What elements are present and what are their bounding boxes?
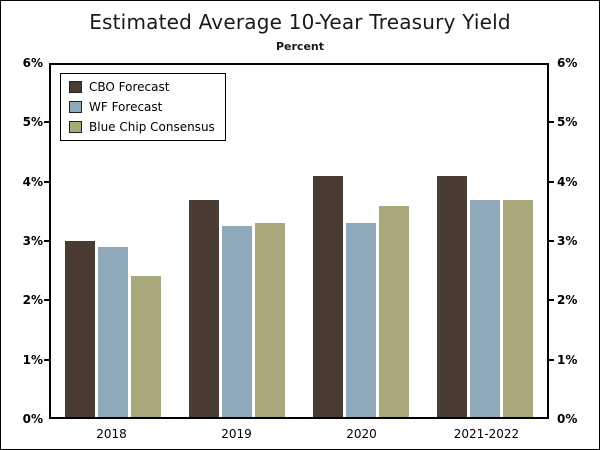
- bar-cbo-forecast-2018: [65, 241, 95, 417]
- bar-wf-forecast-2020: [346, 223, 376, 417]
- y-tick-right: [549, 180, 554, 183]
- bar-group-2018: [65, 241, 161, 417]
- y-axis-label-right: 5%: [557, 115, 578, 130]
- legend-swatch-icon: [69, 81, 82, 93]
- y-tick-right: [549, 299, 554, 302]
- legend-swatch-icon: [69, 121, 82, 133]
- y-tick-left: [44, 121, 49, 124]
- y-axis-label-left: 1%: [22, 352, 43, 367]
- bar-wf-forecast-2021-2022: [470, 200, 500, 417]
- plot-area: CBO Forecast WF Forecast Blue Chip Consens…: [49, 63, 549, 419]
- x-axis-label-2021-2022: 2021-2022: [453, 427, 520, 441]
- bar-blue-chip-consensus-2018: [131, 276, 161, 417]
- legend-entry-cbo-forecast: CBO Forecast: [69, 80, 215, 94]
- chart-title: Estimated Average 10-Year Treasury Yield: [89, 10, 511, 34]
- legend-label: WF Forecast: [89, 100, 163, 114]
- bar-cbo-forecast-2019: [189, 200, 219, 417]
- bar-cbo-forecast-2021-2022: [437, 176, 467, 417]
- y-axis-label-right: 4%: [557, 174, 578, 189]
- x-axis-label-2018: 2018: [96, 427, 127, 441]
- y-axis-label-right: 1%: [557, 352, 578, 367]
- bar-wf-forecast-2019: [222, 226, 252, 417]
- legend-entry-blue-chip-consensus: Blue Chip Consensus: [69, 120, 215, 134]
- y-axis-label-right: 0%: [557, 412, 578, 426]
- y-axis-label-right: 3%: [557, 234, 578, 248]
- y-axis-label-left: 4%: [22, 174, 43, 189]
- bar-group-2021-2022: [437, 176, 533, 417]
- x-axis-label-2019: 2019: [221, 427, 252, 441]
- y-axis-label-left: 6%: [22, 56, 43, 70]
- y-axis-label-left: 3%: [22, 234, 43, 248]
- chart-subtitle: Percent: [275, 40, 325, 53]
- bar-blue-chip-consensus-2021-2022: [503, 200, 533, 417]
- y-axis-label-left: 5%: [22, 115, 43, 130]
- y-tick-right: [549, 240, 554, 242]
- legend-entry-wf-forecast: WF Forecast: [69, 100, 215, 114]
- bar-cbo-forecast-2020: [313, 176, 343, 417]
- y-tick-right: [549, 121, 554, 124]
- y-tick-right: [549, 358, 554, 361]
- bar-wf-forecast-2018: [98, 247, 128, 417]
- y-tick-left: [44, 299, 49, 302]
- y-tick-left: [44, 358, 49, 361]
- legend-label: CBO Forecast: [89, 80, 170, 94]
- y-axis-label-left: 2%: [22, 293, 43, 308]
- bar-blue-chip-consensus-2020: [379, 206, 409, 417]
- y-axis-label-right: 2%: [557, 293, 578, 308]
- bar-blue-chip-consensus-2019: [255, 223, 285, 417]
- y-axis-label-right: 6%: [557, 56, 578, 70]
- y-tick-left: [44, 180, 49, 183]
- bar-group-2020: [313, 176, 409, 417]
- legend-swatch-icon: [69, 101, 82, 113]
- x-axis-label-2020: 2020: [346, 427, 377, 441]
- y-tick-left: [44, 240, 49, 242]
- bar-group-2019: [189, 200, 285, 417]
- legend-label: Blue Chip Consensus: [89, 120, 215, 134]
- bar-groups: [51, 65, 547, 417]
- legend: CBO Forecast WF Forecast Blue Chip Consens…: [60, 73, 226, 141]
- y-axis-label-left: 0%: [22, 412, 43, 426]
